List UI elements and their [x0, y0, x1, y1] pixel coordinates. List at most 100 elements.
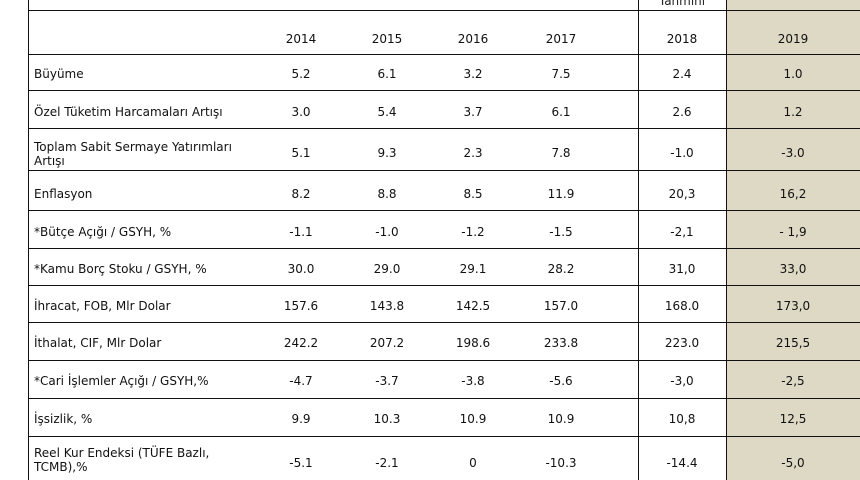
value-cell: -3.7 [375, 374, 399, 388]
value-cell: 168.0 [664, 299, 700, 313]
value-cell: 142.5 [455, 299, 491, 313]
value-cell: 3.2 [463, 67, 483, 81]
header-bottom-line [28, 54, 860, 55]
value-cell: 6.1 [377, 67, 397, 81]
row-label: *Bütçe Açığı / GSYH, % [34, 225, 172, 239]
value-cell: 157.0 [543, 299, 579, 313]
value-cell: -4.7 [289, 374, 313, 388]
value-cell: 9.9 [291, 412, 311, 426]
value-cell: 8.2 [291, 187, 311, 201]
value-cell: 5.4 [377, 105, 397, 119]
row-label: İşsizlik, % [34, 412, 93, 426]
value-cell: 28.2 [547, 262, 575, 276]
year-header: 2017 [545, 32, 577, 46]
value-cell: 5.1 [291, 146, 311, 160]
value-cell: 1.0 [783, 67, 803, 81]
row-divider [28, 436, 860, 437]
value-cell: -2,1 [670, 225, 694, 239]
row-divider [28, 360, 860, 361]
row-divider [28, 90, 860, 91]
value-cell: -10.3 [545, 456, 577, 470]
value-cell: -1.1 [289, 225, 313, 239]
value-cell: 30.0 [287, 262, 315, 276]
value-cell: 10,8 [668, 412, 696, 426]
value-cell: 10.9 [459, 412, 487, 426]
value-cell: -14.4 [666, 456, 698, 470]
value-cell: 242.2 [283, 336, 319, 350]
value-cell: 233.8 [543, 336, 579, 350]
value-cell: 9.3 [377, 146, 397, 160]
row-divider [28, 248, 860, 249]
row-label: İthalat, CIF, Mlr Dolar [34, 336, 162, 350]
value-cell: 10.3 [373, 412, 401, 426]
value-cell: 29.0 [373, 262, 401, 276]
value-cell: -1.0 [375, 225, 399, 239]
value-cell: 29.1 [459, 262, 487, 276]
value-cell: 6.1 [551, 105, 571, 119]
forecast-note: Tahmini [658, 0, 706, 8]
value-cell: 8.5 [463, 187, 483, 201]
value-cell: 12,5 [779, 412, 807, 426]
year-header: 2015 [371, 32, 403, 46]
value-cell: 33,0 [779, 262, 807, 276]
value-cell: 3.0 [291, 105, 311, 119]
value-cell: 173,0 [775, 299, 811, 313]
value-cell: -5.6 [549, 374, 573, 388]
row-label: Büyüme [34, 67, 84, 81]
value-cell: 16,2 [779, 187, 807, 201]
forecast-column-shading [726, 0, 860, 480]
value-cell: 2.3 [463, 146, 483, 160]
row-divider [28, 128, 860, 129]
value-cell: -3,0 [670, 374, 694, 388]
row-divider [28, 170, 860, 171]
value-cell: -5,0 [781, 456, 805, 470]
row-divider [28, 285, 860, 286]
year-header: 2016 [457, 32, 489, 46]
value-cell: -2,5 [781, 374, 805, 388]
value-cell: 5.2 [291, 67, 311, 81]
year-header: 2014 [285, 32, 317, 46]
value-cell: 11.9 [547, 187, 575, 201]
row-label: Toplam Sabit Sermaye Yatırımları Artışı [34, 140, 232, 168]
value-cell: 0 [469, 456, 477, 470]
value-cell: -5.1 [289, 456, 313, 470]
year-header: 2018 [666, 32, 698, 46]
value-cell: -3.0 [781, 146, 805, 160]
value-cell: -3.8 [461, 374, 485, 388]
value-cell: 7.8 [551, 146, 571, 160]
value-cell: - 1,9 [779, 225, 807, 239]
value-cell: 223.0 [664, 336, 700, 350]
value-cell: 7.5 [551, 67, 571, 81]
value-cell: 215,5 [775, 336, 811, 350]
value-cell: 207.2 [369, 336, 405, 350]
row-divider [28, 322, 860, 323]
value-cell: -1.5 [549, 225, 573, 239]
value-cell: -1.2 [461, 225, 485, 239]
value-cell: 10.9 [547, 412, 575, 426]
row-label: Reel Kur Endeksi (TÜFE Bazlı, TCMB),% [34, 446, 210, 474]
column-divider [638, 0, 639, 480]
year-header: 2019 [777, 32, 809, 46]
value-cell: 143.8 [369, 299, 405, 313]
value-cell: 8.8 [377, 187, 397, 201]
header-top-line [28, 10, 860, 11]
row-label: İhracat, FOB, Mlr Dolar [34, 299, 171, 313]
value-cell: 157.6 [283, 299, 319, 313]
value-cell: 2.4 [672, 67, 692, 81]
row-divider [28, 210, 860, 211]
row-divider [28, 398, 860, 399]
value-cell: 1.2 [783, 105, 803, 119]
value-cell: 198.6 [455, 336, 491, 350]
row-label: Enflasyon [34, 187, 93, 201]
economic-indicators-table: Tahmini 2014 2015 2016 2017 2018 2019 Bü… [28, 0, 860, 480]
value-cell: -1.0 [670, 146, 694, 160]
row-label: *Kamu Borç Stoku / GSYH, % [34, 262, 207, 276]
column-divider [726, 0, 727, 480]
value-cell: 31,0 [668, 262, 696, 276]
table-left-border [28, 0, 29, 480]
value-cell: 20,3 [668, 187, 696, 201]
row-label: Özel Tüketim Harcamaları Artışı [34, 105, 223, 119]
row-label: *Cari İşlemler Açığı / GSYH,% [34, 374, 209, 388]
value-cell: 2.6 [672, 105, 692, 119]
value-cell: -2.1 [375, 456, 399, 470]
